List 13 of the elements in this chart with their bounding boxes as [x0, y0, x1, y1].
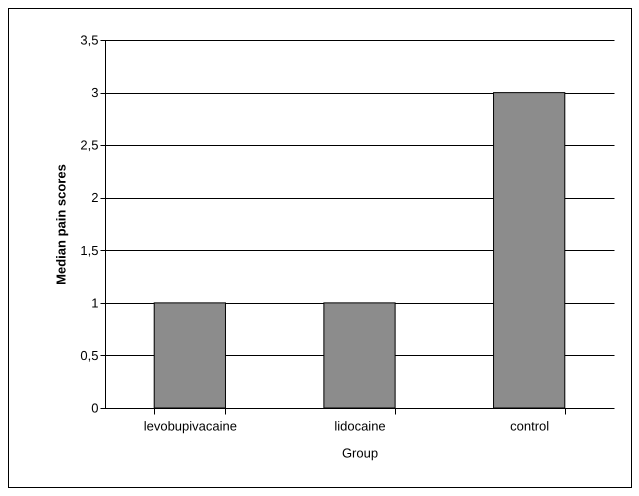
y-tick-label: 1: [91, 295, 98, 310]
y-axis-title: Median pain scores: [53, 164, 68, 285]
y-tick-label: 2,5: [80, 138, 98, 153]
x-axis-title: Group: [342, 446, 378, 460]
y-tick-label: 2: [91, 190, 98, 206]
x-tick-label: control: [510, 418, 550, 434]
x-tick-label: lidocaine: [334, 418, 386, 434]
y-tick-label: 1,5: [80, 242, 98, 258]
y-tick-label: 0: [91, 400, 98, 416]
y-tick-label: 3,5: [80, 32, 98, 48]
x-tick-label: levobupivacaine: [144, 418, 237, 434]
y-tick-label: 3: [91, 85, 98, 100]
y-tick-label: 0,5: [80, 348, 98, 363]
